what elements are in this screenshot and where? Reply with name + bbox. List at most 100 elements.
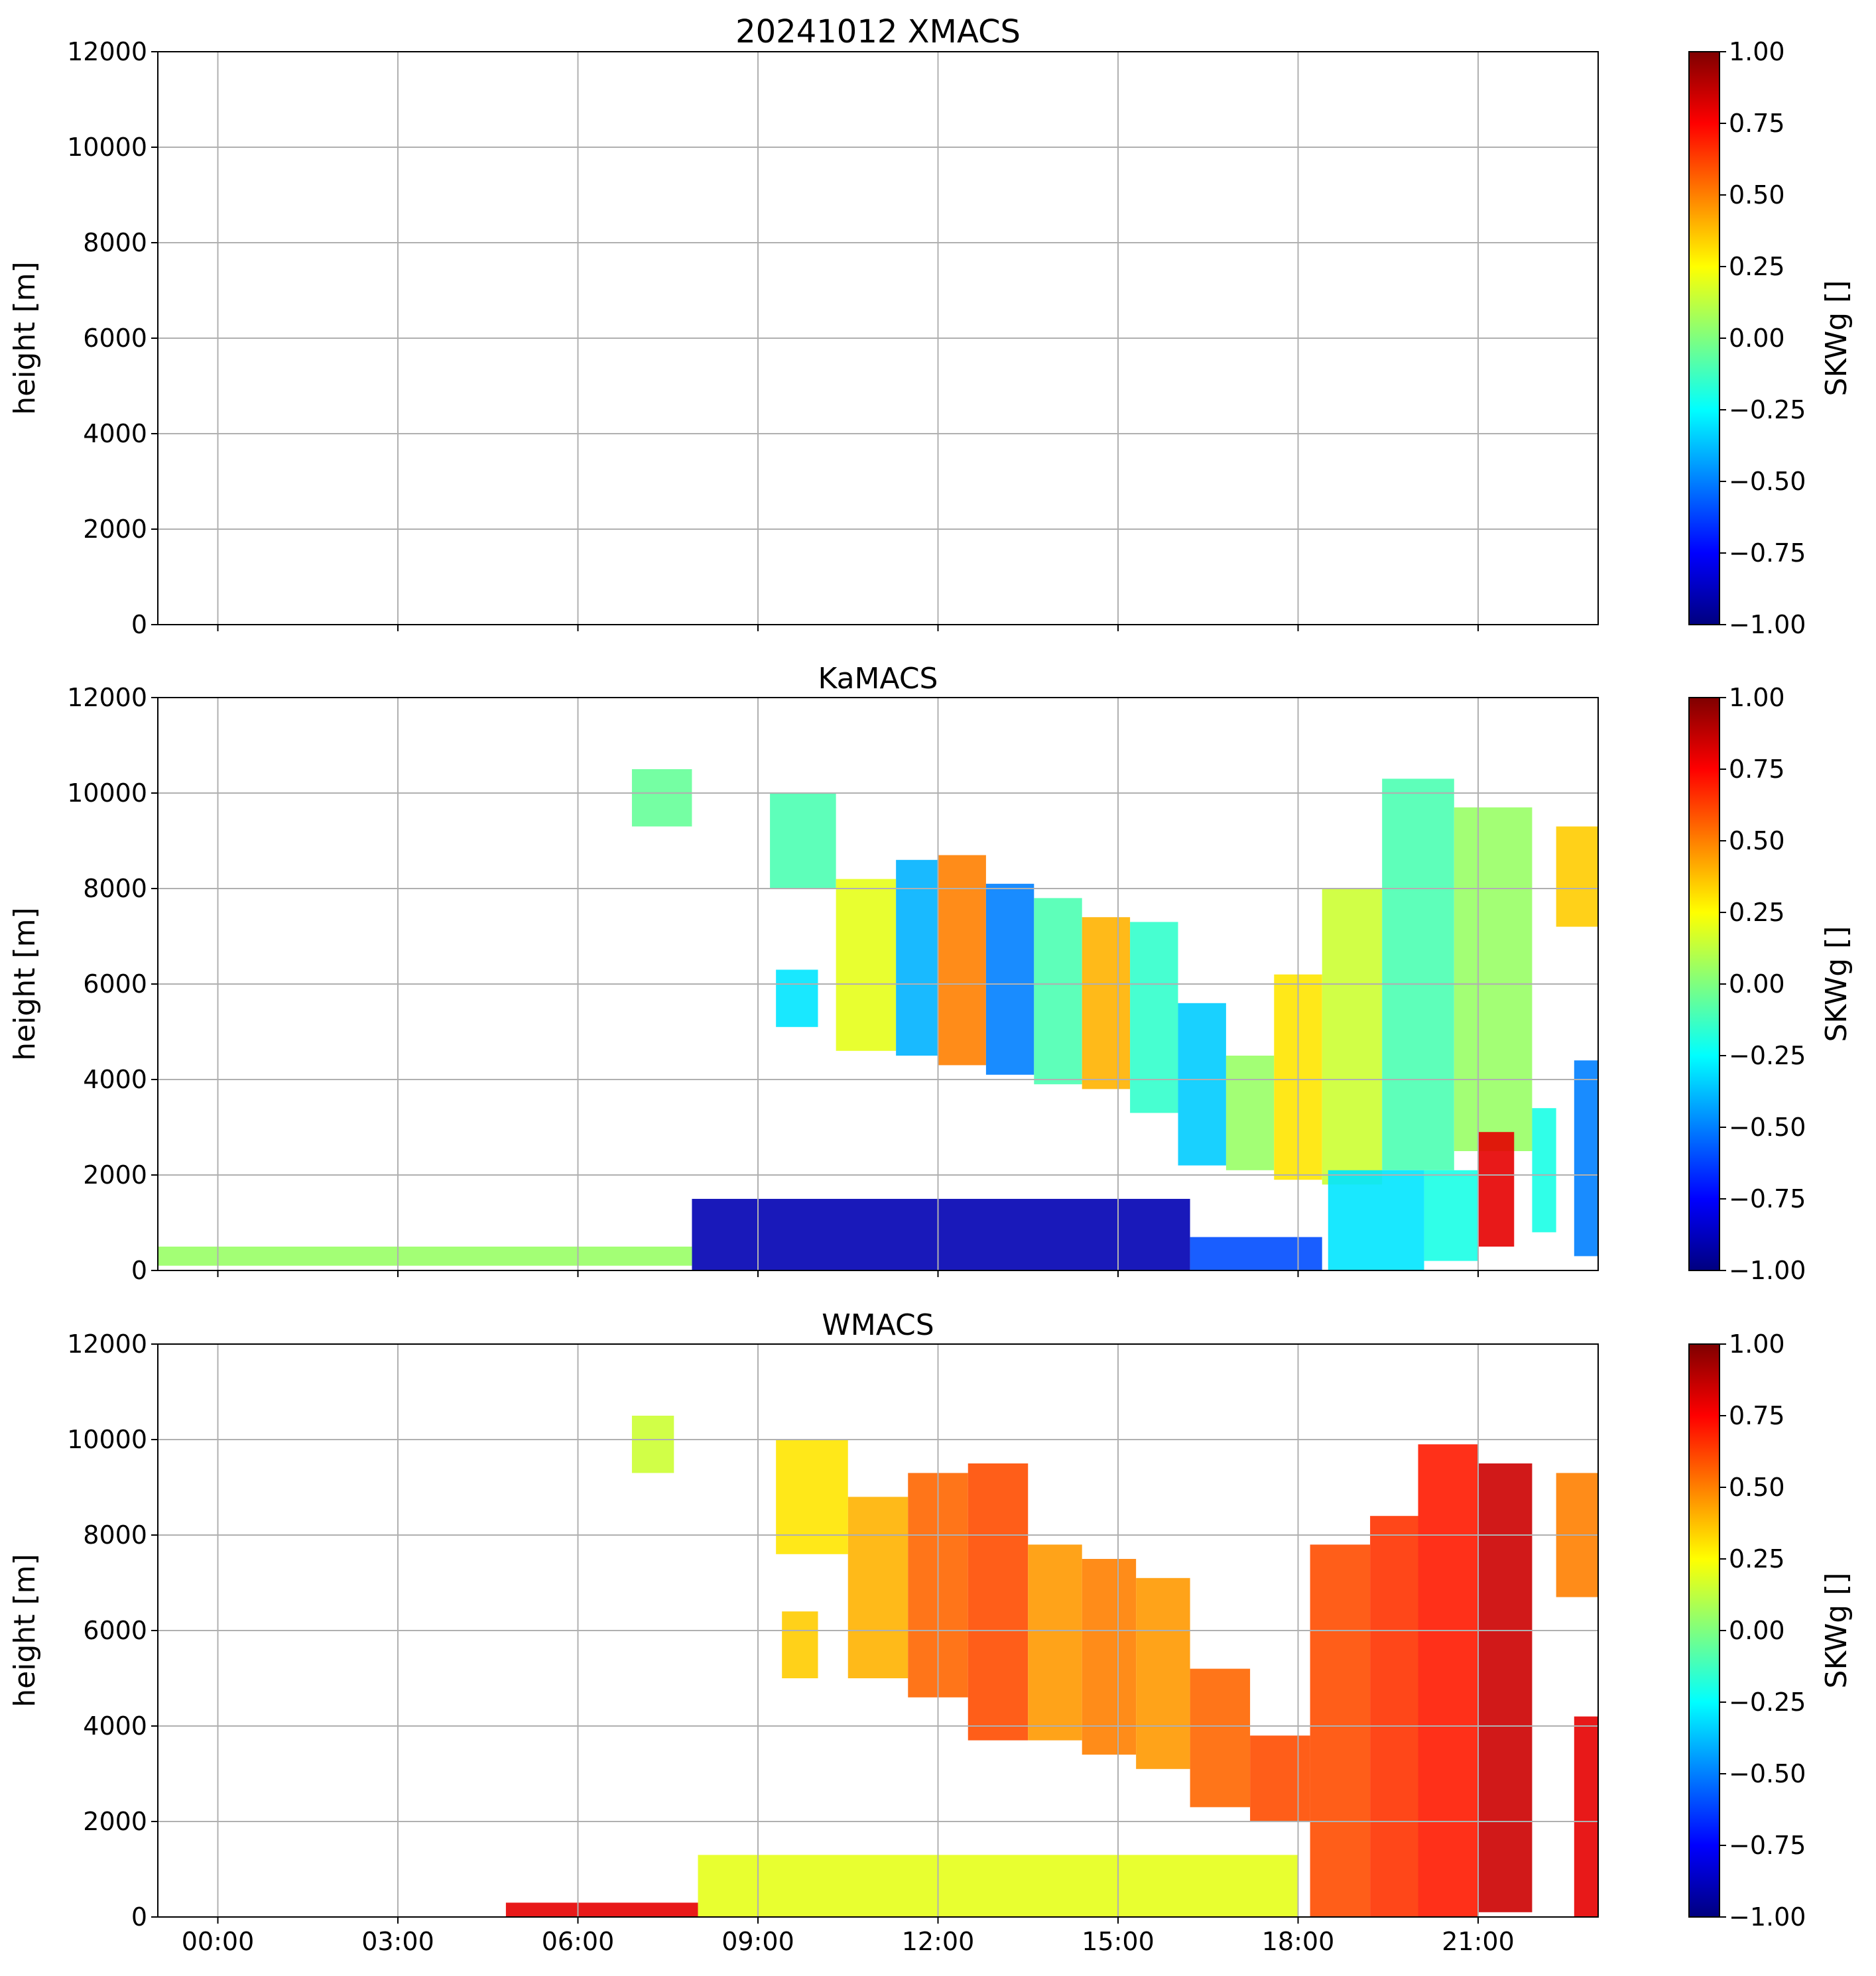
panel-title: KaMACS bbox=[818, 662, 938, 696]
x-tick-label: 09:00 bbox=[721, 1927, 794, 1956]
y-tick-label: 12000 bbox=[67, 37, 147, 66]
data-cell-6 bbox=[1028, 1544, 1082, 1741]
y-tick-label: 4000 bbox=[83, 1065, 147, 1094]
colorbar-tick-label: −1.00 bbox=[1729, 1902, 1806, 1932]
y-axis: 0 2000 4000 6000 8000 10000 12000 bbox=[67, 1329, 158, 1932]
colorbar-tick-label: −1.00 bbox=[1729, 1256, 1806, 1285]
colorbar-tick-label: −0.50 bbox=[1729, 1759, 1806, 1788]
y-tick-label: 12000 bbox=[67, 683, 147, 712]
data-cell-17 bbox=[505, 1902, 698, 1917]
x-axis bbox=[217, 1270, 1479, 1277]
x-tick-label: 12:00 bbox=[902, 1927, 975, 1956]
y-tick-label: 8000 bbox=[83, 228, 147, 257]
data-cell-17 bbox=[1556, 826, 1598, 927]
panel-2: 0 2000 4000 6000 8000 10000 12000 height [m] KaM… bbox=[8, 662, 1853, 1285]
colorbar-gradient bbox=[1688, 51, 1720, 625]
colorbar-tick-label: 0.25 bbox=[1729, 898, 1785, 927]
data-cell-5 bbox=[938, 855, 986, 1066]
colorbar-tick-label: 0.75 bbox=[1729, 1401, 1785, 1430]
data-cell-20 bbox=[1424, 1170, 1478, 1261]
colorbar-tick-label: 0.00 bbox=[1729, 969, 1785, 999]
data-cell-3 bbox=[847, 1497, 908, 1678]
y-tick-label: 2000 bbox=[83, 515, 147, 544]
data-cell-14 bbox=[1478, 1463, 1532, 1912]
data-cell-14 bbox=[1382, 778, 1454, 1170]
panel-title: WMACS bbox=[822, 1308, 934, 1342]
y-axis-label: height [m] bbox=[8, 907, 42, 1060]
data-cell-15 bbox=[1454, 807, 1532, 1151]
y-tick-label: 8000 bbox=[83, 874, 147, 903]
colorbar-tick-label: 1.00 bbox=[1729, 37, 1785, 66]
data-cell-9 bbox=[1130, 922, 1178, 1113]
y-tick-label: 2000 bbox=[83, 1807, 147, 1836]
colorbar-tick-label: −0.75 bbox=[1729, 1831, 1806, 1860]
x-tick-label: 15:00 bbox=[1082, 1927, 1155, 1956]
data-cell-24 bbox=[158, 1247, 692, 1266]
grid bbox=[158, 697, 1598, 1271]
colorbar-tick-label: 0.75 bbox=[1729, 109, 1785, 138]
colorbar-tick-label: 0.25 bbox=[1729, 1544, 1785, 1574]
y-axis-label: height [m] bbox=[8, 1554, 42, 1707]
x-axis bbox=[217, 625, 1479, 631]
x-tick-label: 06:00 bbox=[542, 1927, 615, 1956]
colorbar-tick-label: 0.50 bbox=[1729, 1473, 1785, 1502]
data-cell-16 bbox=[1574, 1716, 1598, 1917]
data-cell-19 bbox=[1328, 1170, 1424, 1270]
colorbar: 1.00 0.75 0.50 0.25 0.00 −0.25 −0.50 −0.75 −1.00… bbox=[1688, 1329, 1853, 1932]
data-cell-8 bbox=[1136, 1577, 1190, 1769]
colorbar: 1.00 0.75 0.50 0.25 0.00 −0.25 −0.50 −0.75 −1.00… bbox=[1688, 683, 1853, 1285]
data-cell-1 bbox=[770, 793, 836, 889]
colorbar-label: SKWg [] bbox=[1820, 1573, 1853, 1689]
data-cell-4 bbox=[896, 859, 938, 1056]
x-tick-label: 03:00 bbox=[361, 1927, 434, 1956]
colorbar: 1.00 0.75 0.50 0.25 0.00 −0.25 −0.50 −0.75 −1.00… bbox=[1688, 37, 1853, 639]
y-tick-label: 6000 bbox=[83, 324, 147, 353]
y-tick-label: 6000 bbox=[83, 969, 147, 999]
data-cell-11 bbox=[1310, 1544, 1371, 1917]
y-tick-label: 4000 bbox=[83, 419, 147, 448]
data-cell-13 bbox=[1418, 1444, 1478, 1917]
x-axis: 00:00 03:00 06:00 09:00 12:00 15:00 18:00 21:00 bbox=[182, 1917, 1515, 1956]
colorbar-tick-label: 0.25 bbox=[1729, 252, 1785, 281]
data-cell-9 bbox=[1190, 1668, 1251, 1808]
data-cell-7 bbox=[1034, 898, 1082, 1085]
colorbar-tick-label: 1.00 bbox=[1729, 683, 1785, 712]
data-cell-0 bbox=[631, 769, 692, 827]
colorbar-tick-label: 0.50 bbox=[1729, 180, 1785, 210]
colorbar-tick-label: −0.50 bbox=[1729, 1113, 1806, 1142]
data-cell-0 bbox=[631, 1416, 674, 1473]
data-cell-2 bbox=[776, 969, 818, 1027]
colorbar-tick-label: 0.50 bbox=[1729, 826, 1785, 855]
colorbar-tick-label: 0.00 bbox=[1729, 324, 1785, 353]
data-cell-1 bbox=[776, 1440, 848, 1554]
y-tick-label: 0 bbox=[131, 1902, 147, 1932]
y-tick-label: 6000 bbox=[83, 1616, 147, 1645]
data-cell-22 bbox=[692, 1199, 1190, 1270]
y-tick-label: 12000 bbox=[67, 1329, 147, 1359]
colorbar-gradient bbox=[1688, 1343, 1720, 1918]
colorbar-tick-label: −0.25 bbox=[1729, 395, 1806, 424]
data-cell-8 bbox=[1082, 917, 1131, 1089]
data-cell-21 bbox=[1478, 1132, 1515, 1247]
colorbar-label: SKWg [] bbox=[1820, 926, 1853, 1042]
data-cell-12 bbox=[1370, 1516, 1418, 1917]
y-tick-label: 10000 bbox=[67, 778, 147, 808]
data-cell-7 bbox=[1082, 1559, 1137, 1755]
x-tick-label: 00:00 bbox=[182, 1927, 255, 1956]
data-cell-2 bbox=[782, 1611, 818, 1678]
y-axis: 0 2000 4000 6000 8000 10000 12000 bbox=[67, 37, 158, 639]
y-axis: 0 2000 4000 6000 8000 10000 12000 bbox=[67, 683, 158, 1285]
y-tick-label: 0 bbox=[131, 610, 147, 639]
data-cell-10 bbox=[1250, 1735, 1310, 1822]
data-cell-5 bbox=[968, 1463, 1029, 1741]
colorbar-tick-label: −0.75 bbox=[1729, 1184, 1806, 1213]
data-cell-16 bbox=[1532, 1108, 1556, 1233]
data-cell-3 bbox=[836, 879, 897, 1051]
data-cell-10 bbox=[1178, 1003, 1226, 1166]
colorbar-tick-label: −0.75 bbox=[1729, 538, 1806, 568]
y-tick-label: 2000 bbox=[83, 1160, 147, 1190]
data-cell-13 bbox=[1322, 889, 1383, 1185]
colorbar-tick-label: 0.00 bbox=[1729, 1616, 1785, 1645]
data-cell-18 bbox=[1574, 1060, 1598, 1257]
colorbar-tick-label: −0.25 bbox=[1729, 1041, 1806, 1070]
